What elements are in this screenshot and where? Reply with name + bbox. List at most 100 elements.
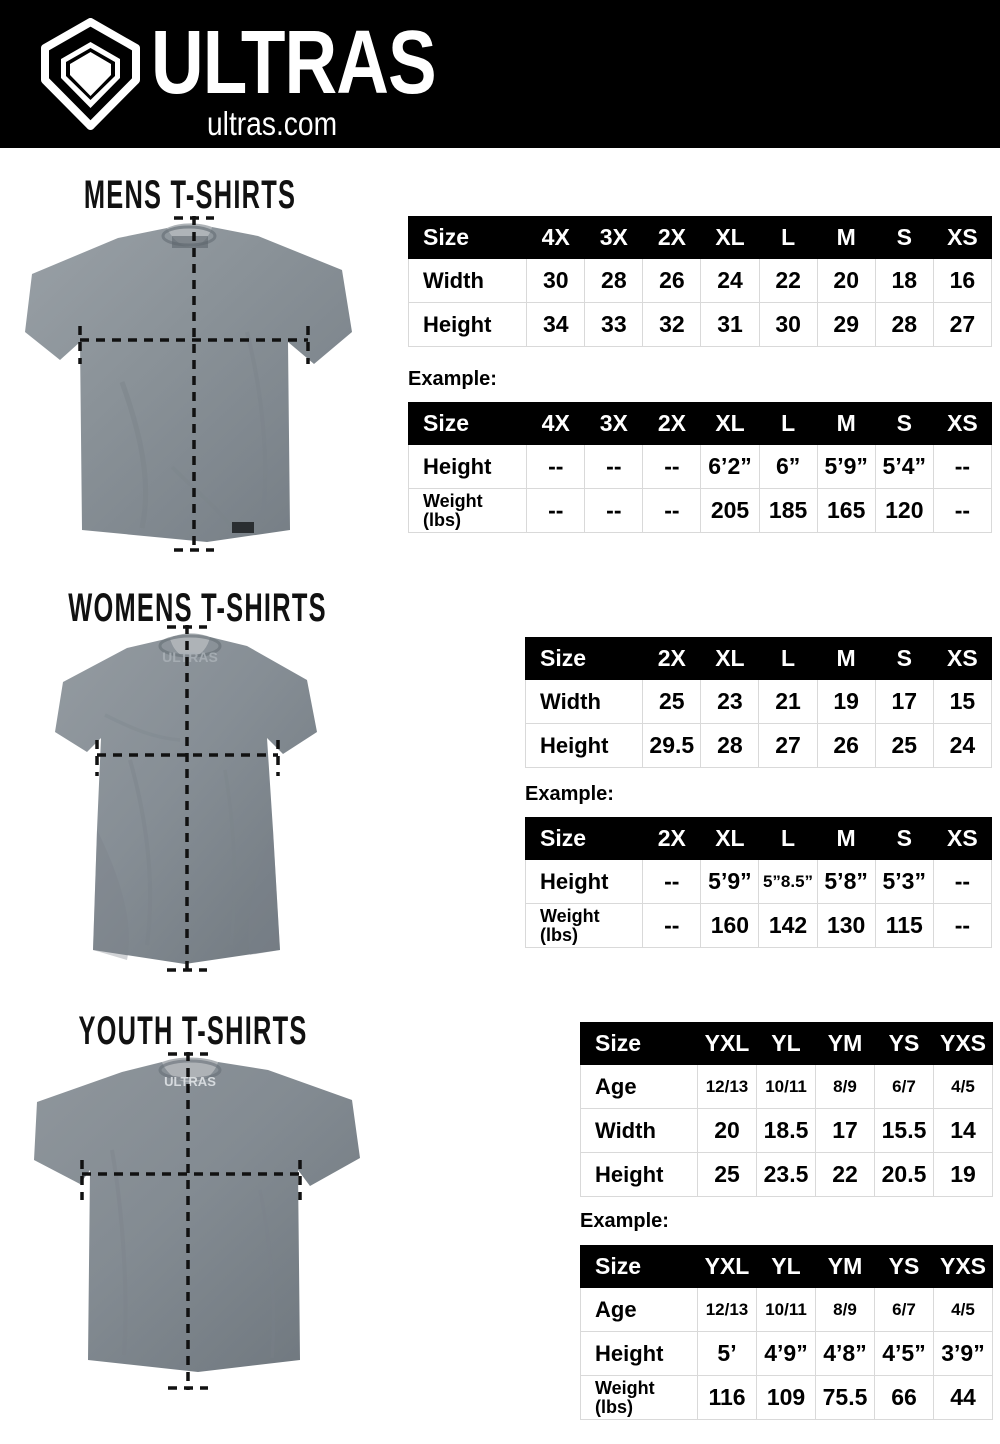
cell: 25: [697, 1152, 757, 1197]
cell: 4/5: [933, 1287, 993, 1332]
col-header-l: L: [758, 402, 818, 445]
mens-tshirt-illustration: [22, 212, 392, 567]
brand-wordmark: ULTRAS: [151, 12, 437, 114]
col-header-xs: XS: [932, 216, 993, 259]
table-row: Age 12/13 10/11 8/9 6/7 4/5: [580, 1064, 993, 1109]
cell: 29.5: [642, 723, 702, 768]
cell: 116: [697, 1375, 757, 1420]
cell: 21: [758, 679, 818, 724]
col-header-xl: XL: [700, 817, 760, 860]
cell: 20: [816, 258, 876, 303]
table-row: Height -- -- -- 6’2” 6” 5’9” 5’4” --: [407, 444, 993, 489]
cell: --: [526, 444, 586, 489]
col-header-m: M: [816, 402, 876, 445]
row-label-weight: Weight (lbs): [580, 1375, 698, 1420]
youth-size-table: Size YXL YL YM YS YXS Age 12/13 10/11 8/…: [580, 1022, 993, 1197]
col-header-m: M: [816, 817, 876, 860]
cell: 8/9: [815, 1287, 875, 1332]
cell: 15: [932, 679, 993, 724]
table-row: Weight (lbs) 116 109 75.5 66 44: [580, 1375, 993, 1420]
cell: 24: [932, 723, 993, 768]
table-header-row: Size 4X 3X 2X XL L M S XS: [407, 402, 993, 445]
table-row: Age 12/13 10/11 8/9 6/7 4/5: [580, 1287, 993, 1332]
cell: 4’9”: [756, 1331, 816, 1376]
cell: 6/7: [874, 1287, 934, 1332]
cell: --: [932, 488, 993, 533]
cell: 5’4”: [874, 444, 934, 489]
cell: 27: [932, 302, 993, 347]
row-label-weight-line1: Weight: [540, 905, 600, 926]
cell: --: [642, 903, 702, 948]
table-header-row: Size YXL YL YM YS YXS: [580, 1245, 993, 1288]
cell: 23.5: [756, 1152, 816, 1197]
col-header-ys: YS: [874, 1245, 934, 1288]
cell: 205: [700, 488, 760, 533]
cell: 160: [700, 903, 760, 948]
cell: 5’9”: [700, 859, 760, 904]
table-header-row: Size 2X XL L M S XS: [524, 637, 993, 680]
row-label-width: Width: [580, 1108, 698, 1153]
section-title-youth: YOUTH T-SHIRTS: [78, 1008, 308, 1053]
cell: 6’2”: [700, 444, 760, 489]
row-label-weight-line2: (lbs): [423, 509, 461, 530]
cell: 28: [700, 723, 760, 768]
col-header-2x: 2X: [642, 216, 702, 259]
row-label-weight-line2: (lbs): [595, 1396, 633, 1417]
col-header-s: S: [874, 402, 934, 445]
col-header-4x: 4X: [526, 402, 586, 445]
cell: 5’9”: [816, 444, 876, 489]
womens-size-table: Size 2X XL L M S XS Width 25 23 21 19 17…: [524, 637, 993, 768]
cell: 34: [526, 302, 586, 347]
cell: 20.5: [874, 1152, 934, 1197]
table-row: Weight (lbs) -- 160 142 130 115 --: [524, 903, 993, 948]
col-header-yxl: YXL: [697, 1022, 757, 1065]
cell: 115: [874, 903, 934, 948]
col-header-s: S: [874, 637, 934, 680]
cell: --: [584, 444, 644, 489]
cell: 109: [756, 1375, 816, 1420]
cell: 20: [697, 1108, 757, 1153]
youth-tshirt-illustration: ULTRAS: [32, 1050, 372, 1420]
svg-text:ULTRAS: ULTRAS: [162, 649, 218, 665]
cell: 4’8”: [815, 1331, 875, 1376]
cell: 28: [874, 302, 934, 347]
col-header-2x: 2X: [642, 402, 702, 445]
cell: --: [642, 444, 702, 489]
row-label-height: Height: [524, 723, 644, 768]
col-header-xs: XS: [932, 402, 993, 445]
cell: --: [642, 859, 702, 904]
cell: 30: [526, 258, 586, 303]
cell: 6/7: [874, 1064, 934, 1109]
pentagon-shield-logo-icon: [41, 18, 140, 130]
cell: 22: [815, 1152, 875, 1197]
cell: 142: [758, 903, 818, 948]
col-header-yl: YL: [756, 1022, 816, 1065]
row-label-weight-line1: Weight: [595, 1377, 655, 1398]
cell: 44: [933, 1375, 993, 1420]
table-row: Height 34 33 32 31 30 29 28 27: [407, 302, 993, 347]
col-header-3x: 3X: [584, 402, 644, 445]
cell: 27: [758, 723, 818, 768]
col-header-ym: YM: [815, 1245, 875, 1288]
cell: 130: [816, 903, 876, 948]
womens-tshirt-illustration: ULTRAS: [35, 620, 365, 990]
col-header-4x: 4X: [526, 216, 586, 259]
cell: 29: [816, 302, 876, 347]
cell: 120: [874, 488, 934, 533]
cell: 5’: [697, 1331, 757, 1376]
row-label-height: Height: [580, 1152, 698, 1197]
cell: 75.5: [815, 1375, 875, 1420]
youth-example-label: Example:: [580, 1210, 669, 1232]
section-title-womens: WOMENS T-SHIRTS: [68, 585, 327, 630]
row-label-age: Age: [580, 1287, 698, 1332]
cell: --: [526, 488, 586, 533]
cell: 185: [758, 488, 818, 533]
col-header-2x: 2X: [642, 637, 702, 680]
cell: 12/13: [697, 1064, 757, 1109]
cell: 10/11: [756, 1064, 816, 1109]
cell: 10/11: [756, 1287, 816, 1332]
col-header-size: Size: [407, 402, 528, 445]
cell: 25: [642, 679, 702, 724]
cell: 4/5: [933, 1064, 993, 1109]
